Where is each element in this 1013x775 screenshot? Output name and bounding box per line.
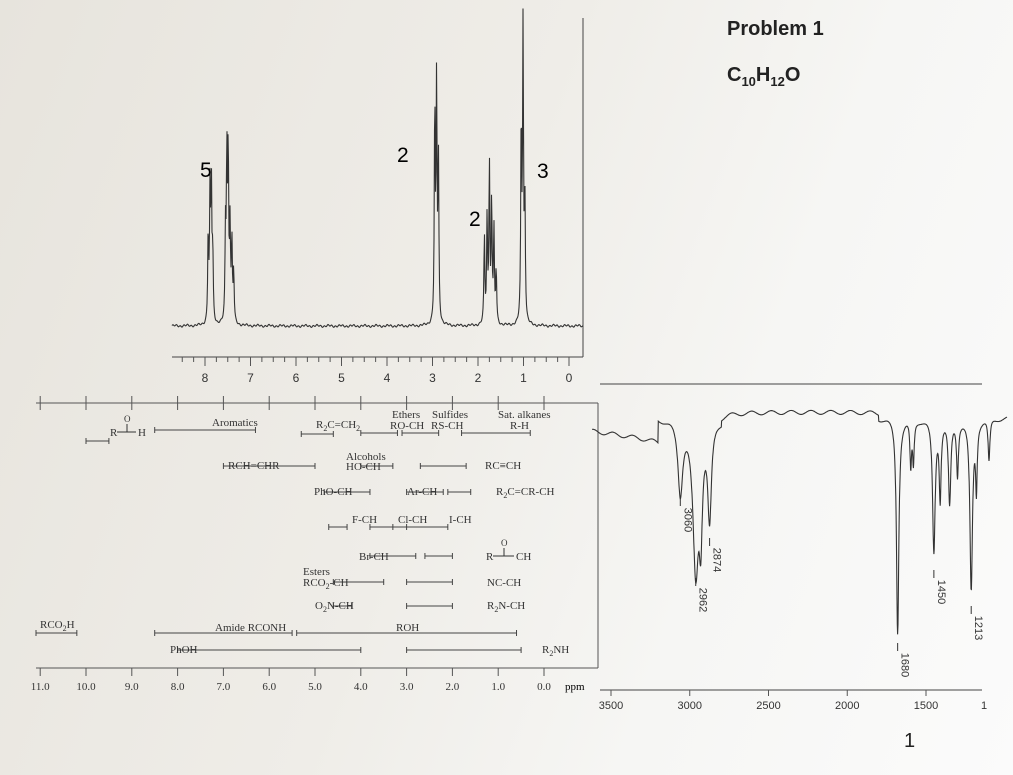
corr-bottom-ticks: 11.0 10.0 9.0 8.0 7.0 6.0 5.0 4.0 3.0 2.0 1.0 0.0 <box>31 668 551 693</box>
ir-ticks: 3500 3000 2500 2000 1500 1 <box>599 690 987 712</box>
aldehyde-o: O <box>124 414 131 424</box>
label-rco2h: RCO2H <box>40 619 75 633</box>
nmr-tick-label: 5 <box>338 371 345 385</box>
label-r2nh: R2NH <box>542 644 569 658</box>
label-rc-ch: RC≡CH <box>485 460 521 472</box>
ir-tick-label: 3000 <box>678 700 702 712</box>
label-sulfides: Sulfides <box>432 409 468 421</box>
corr-tick-label: 4.0 <box>354 681 368 693</box>
formula-o: O <box>784 64 801 86</box>
label-r2n-ch: R2N-CH <box>487 600 525 614</box>
ir-peak-label: 3060 <box>681 508 693 532</box>
nmr-trace <box>171 8 584 329</box>
label-aromatics: Aromatics <box>212 417 258 429</box>
ir-tick-label: 1 <box>981 700 987 712</box>
label-cl-ch: Cl-CH <box>398 514 427 526</box>
corr-tick-label: 11.0 <box>31 681 50 693</box>
ir-peak-labels: 3060 2962 2874 1680 1450 1213 <box>679 498 984 677</box>
corr-tick-label: 0.0 <box>537 681 551 693</box>
label-ho-ch: HO-CH <box>346 461 381 473</box>
formula-h: H <box>755 64 771 86</box>
ir-tick-label: 1500 <box>914 700 938 712</box>
nmr-minor-ticks <box>181 357 570 366</box>
label-br-ch: Br-CH <box>359 551 389 563</box>
label-phoh: PhOH <box>170 644 198 656</box>
label-amide: Amide RCONH <box>215 622 286 634</box>
corr-tick-label: 8.0 <box>171 681 185 693</box>
integration-1-0ppm: 3 <box>537 160 549 183</box>
label-pho-ch: PhO-CH <box>314 486 353 498</box>
label-esters: Esters <box>303 566 330 578</box>
aldehyde-r: R <box>110 427 118 439</box>
ir-peak-label: 2962 <box>697 588 709 612</box>
nmr-tick-label: 8 <box>202 371 209 385</box>
integration-aromatic: 5 <box>200 159 212 182</box>
label-ar-ch: Ar-CH <box>407 486 437 498</box>
label-ethers: Ethers <box>392 409 420 421</box>
label-alcohols: Alcohols <box>346 451 386 463</box>
label-i-ch: I-CH <box>449 514 472 526</box>
ir-peak-label: 2874 <box>711 548 723 572</box>
label-rch-chr: RCH=CHR <box>228 460 280 472</box>
corr-tick-label: 3.0 <box>400 681 414 693</box>
corr-tick-label: 1.0 <box>491 681 505 693</box>
ir-trace <box>592 409 1008 635</box>
corr-top-ticks <box>39 396 545 410</box>
label-roh: ROH <box>396 622 419 634</box>
corr-tick-label: 6.0 <box>262 681 276 693</box>
nmr-tick-labels: 8 7 6 5 4 3 2 1 0 <box>202 371 573 385</box>
corr-tick-label: 5.0 <box>308 681 322 693</box>
label-f-ch: F-CH <box>352 514 377 526</box>
nmr-tick-label: 1 <box>520 371 527 385</box>
corr-tick-label: 10.0 <box>76 681 96 693</box>
ir-tick-label: 2000 <box>835 700 859 712</box>
molecular-formula: C10H12O <box>727 64 800 89</box>
label-rs-ch: RS-CH <box>431 420 463 432</box>
nmr-tick-label: 7 <box>247 371 254 385</box>
ir-tick-label: 3500 <box>599 700 623 712</box>
ketone-r: R <box>486 551 494 563</box>
aldehyde-h: H <box>138 427 146 439</box>
label-r-h: R-H <box>510 420 529 432</box>
ketone-ch: CH <box>516 551 531 563</box>
corr-axis-unit: ppm <box>565 681 585 693</box>
problem-title: Problem 1 <box>727 18 824 40</box>
corr-tick-label: 7.0 <box>217 681 231 693</box>
integration-1-75ppm: 2 <box>469 208 481 231</box>
ir-peak-label: 1680 <box>899 653 911 677</box>
label-rco2-ch: RCO2-CH <box>303 577 349 591</box>
formula-c-count: 10 <box>741 74 756 89</box>
nmr-tick-label: 4 <box>384 371 391 385</box>
corr-tick-label: 2.0 <box>446 681 460 693</box>
label-sat-alkanes: Sat. alkanes <box>498 409 551 421</box>
ir-peak-label: 1213 <box>972 616 984 640</box>
formula-h-count: 12 <box>770 74 785 89</box>
corr-range-bars <box>35 427 531 653</box>
nmr-tick-label: 0 <box>566 371 573 385</box>
ir-peak-label: 1450 <box>935 580 947 604</box>
ketone-o: O <box>501 538 508 548</box>
page-number: 1 <box>904 730 916 752</box>
corr-tick-label: 9.0 <box>125 681 139 693</box>
nmr-tick-label: 6 <box>293 371 300 385</box>
label-r2c-cr-ch: R2C=CR-CH <box>496 486 555 500</box>
nmr-tick-label: 2 <box>475 371 482 385</box>
label-ro-ch: RO-CH <box>390 420 424 432</box>
nmr-tick-label: 3 <box>429 371 436 385</box>
formula-c: C <box>727 64 742 86</box>
integration-2-9ppm: 2 <box>397 144 409 167</box>
ir-tick-label: 2500 <box>756 700 780 712</box>
label-r2c-ch2: R2C=CH2 <box>316 419 360 433</box>
label-o2n-ch: O2N-CH <box>315 600 354 614</box>
label-nc-ch: NC-CH <box>487 577 521 589</box>
